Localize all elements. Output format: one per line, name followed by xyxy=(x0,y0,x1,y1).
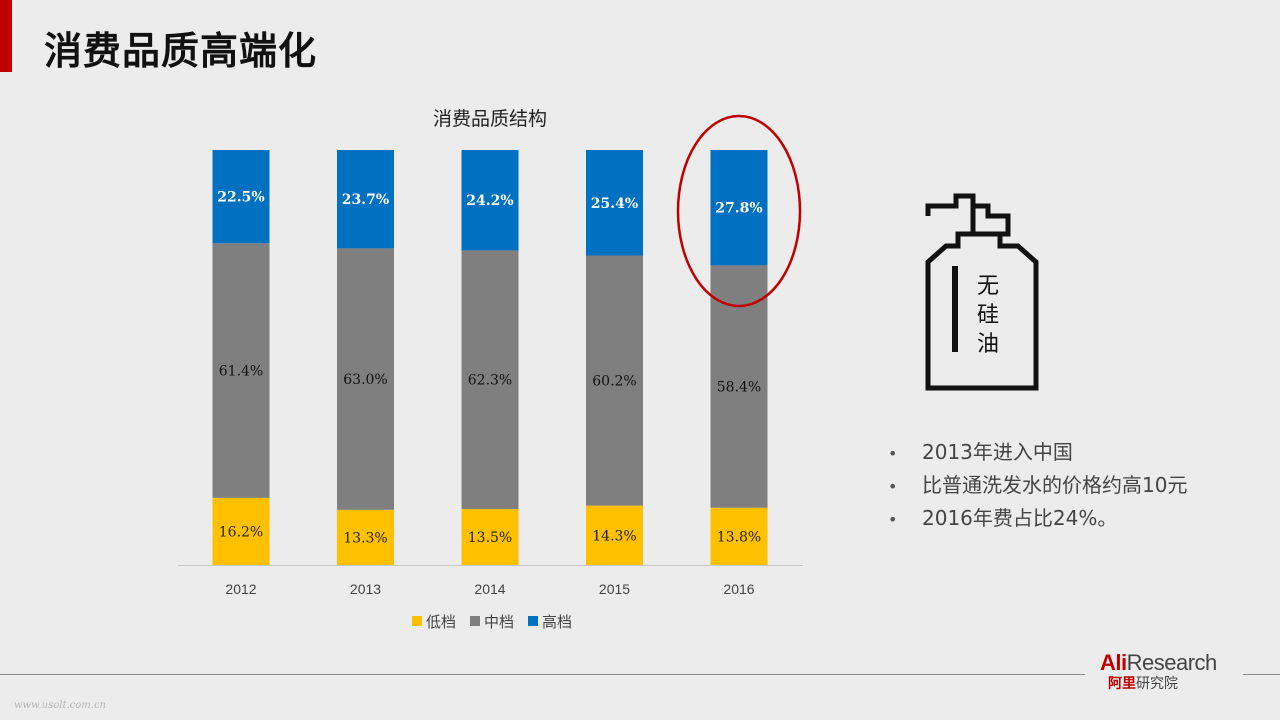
data-label-低档-2013: 13.3% xyxy=(343,530,387,546)
bullet-text: 2016年费占比24%。 xyxy=(922,506,1118,530)
footer-divider xyxy=(0,674,1085,675)
bar-segment-低档-2013 xyxy=(337,509,394,565)
data-label-中档-2015: 60.2% xyxy=(592,374,636,390)
legend-swatch-低档 xyxy=(412,616,422,626)
aliresearch-logo: AliResearch 阿里研究院 xyxy=(1100,650,1218,692)
legend-label-低档: 低档 xyxy=(426,613,456,631)
bar-segment-中档-2013 xyxy=(337,248,394,510)
page-title: 消费品质高端化 xyxy=(44,29,318,73)
watermark: www.usolt.com.cn xyxy=(14,700,106,711)
bar-segment-高档-2014 xyxy=(461,150,519,251)
data-label-低档-2015: 14.3% xyxy=(592,528,636,544)
x-tick-label-2012: 2012 xyxy=(225,581,256,597)
bar-segment-低档-2016 xyxy=(710,507,768,565)
data-label-中档-2013: 63.0% xyxy=(343,372,387,388)
data-label-低档-2012: 16.2% xyxy=(219,524,263,540)
highlight-ellipse xyxy=(676,114,802,308)
legend-swatch-高档 xyxy=(528,616,538,626)
product-label-char-3: 油 xyxy=(977,332,999,357)
logo-ali-text: Ali xyxy=(1100,650,1127,675)
data-label-高档-2015: 25.4% xyxy=(591,196,638,212)
chart-title: 消费品质结构 xyxy=(432,108,547,130)
bullet-text: 2013年进入中国 xyxy=(922,440,1073,464)
data-label-高档-2013: 23.7% xyxy=(342,192,389,208)
footer-divider-right xyxy=(1243,674,1280,675)
bar-segment-中档-2012 xyxy=(212,243,270,498)
data-label-中档-2014: 62.3% xyxy=(468,373,512,389)
legend-label-高档: 高档 xyxy=(542,613,572,631)
bar-segment-中档-2015 xyxy=(586,255,643,506)
bar-segment-高档-2012 xyxy=(212,150,270,244)
bullet-item: • 2016年费占比24%。 xyxy=(888,506,1118,530)
x-tick-label-2016: 2016 xyxy=(723,581,754,597)
bullet-list: • 2013年进入中国 • 比普通洗发水的价格约高10元 • 2016年费占比24%。 xyxy=(888,436,1187,535)
x-tick-label-2014: 2014 xyxy=(474,581,505,597)
data-label-高档-2016: 27.8% xyxy=(715,201,762,217)
legend-swatch-中档 xyxy=(470,616,480,626)
bar-segment-中档-2014 xyxy=(461,250,519,509)
logo-cn-red-text: 阿里 xyxy=(1108,676,1136,692)
bullet-item: • 2013年进入中国 xyxy=(888,440,1073,464)
bar-segment-高档-2016 xyxy=(710,150,768,266)
data-label-低档-2016: 13.8% xyxy=(717,529,761,545)
bullet-text: 比普通洗发水的价格约高10元 xyxy=(922,473,1188,497)
title-accent-bar xyxy=(0,0,12,72)
product-label-char-2: 硅 xyxy=(977,303,999,328)
product-label-char-1: 无 xyxy=(977,274,999,299)
bar-segment-低档-2014 xyxy=(461,508,519,565)
data-label-高档-2014: 24.2% xyxy=(466,193,513,209)
pump-bottle-icon: 无 硅 油 xyxy=(925,193,1039,391)
data-label-高档-2012: 22.5% xyxy=(217,190,264,206)
bullet-item: • 比普通洗发水的价格约高10元 xyxy=(888,473,1188,497)
bar-segment-低档-2015 xyxy=(586,505,643,565)
bar-segment-低档-2012 xyxy=(212,497,270,565)
logo-research-text: Research xyxy=(1126,650,1218,675)
bar-segment-高档-2015 xyxy=(586,150,643,256)
logo-cn-text: 研究院 xyxy=(1136,676,1178,692)
bar-segment-高档-2013 xyxy=(337,150,394,249)
x-tick-label-2013: 2013 xyxy=(350,581,381,597)
data-label-中档-2012: 61.4% xyxy=(219,364,263,380)
data-label-低档-2014: 13.5% xyxy=(468,530,512,546)
legend-label-中档: 中档 xyxy=(484,613,514,631)
x-tick-label-2015: 2015 xyxy=(599,581,630,597)
data-label-中档-2016: 58.4% xyxy=(717,380,761,396)
